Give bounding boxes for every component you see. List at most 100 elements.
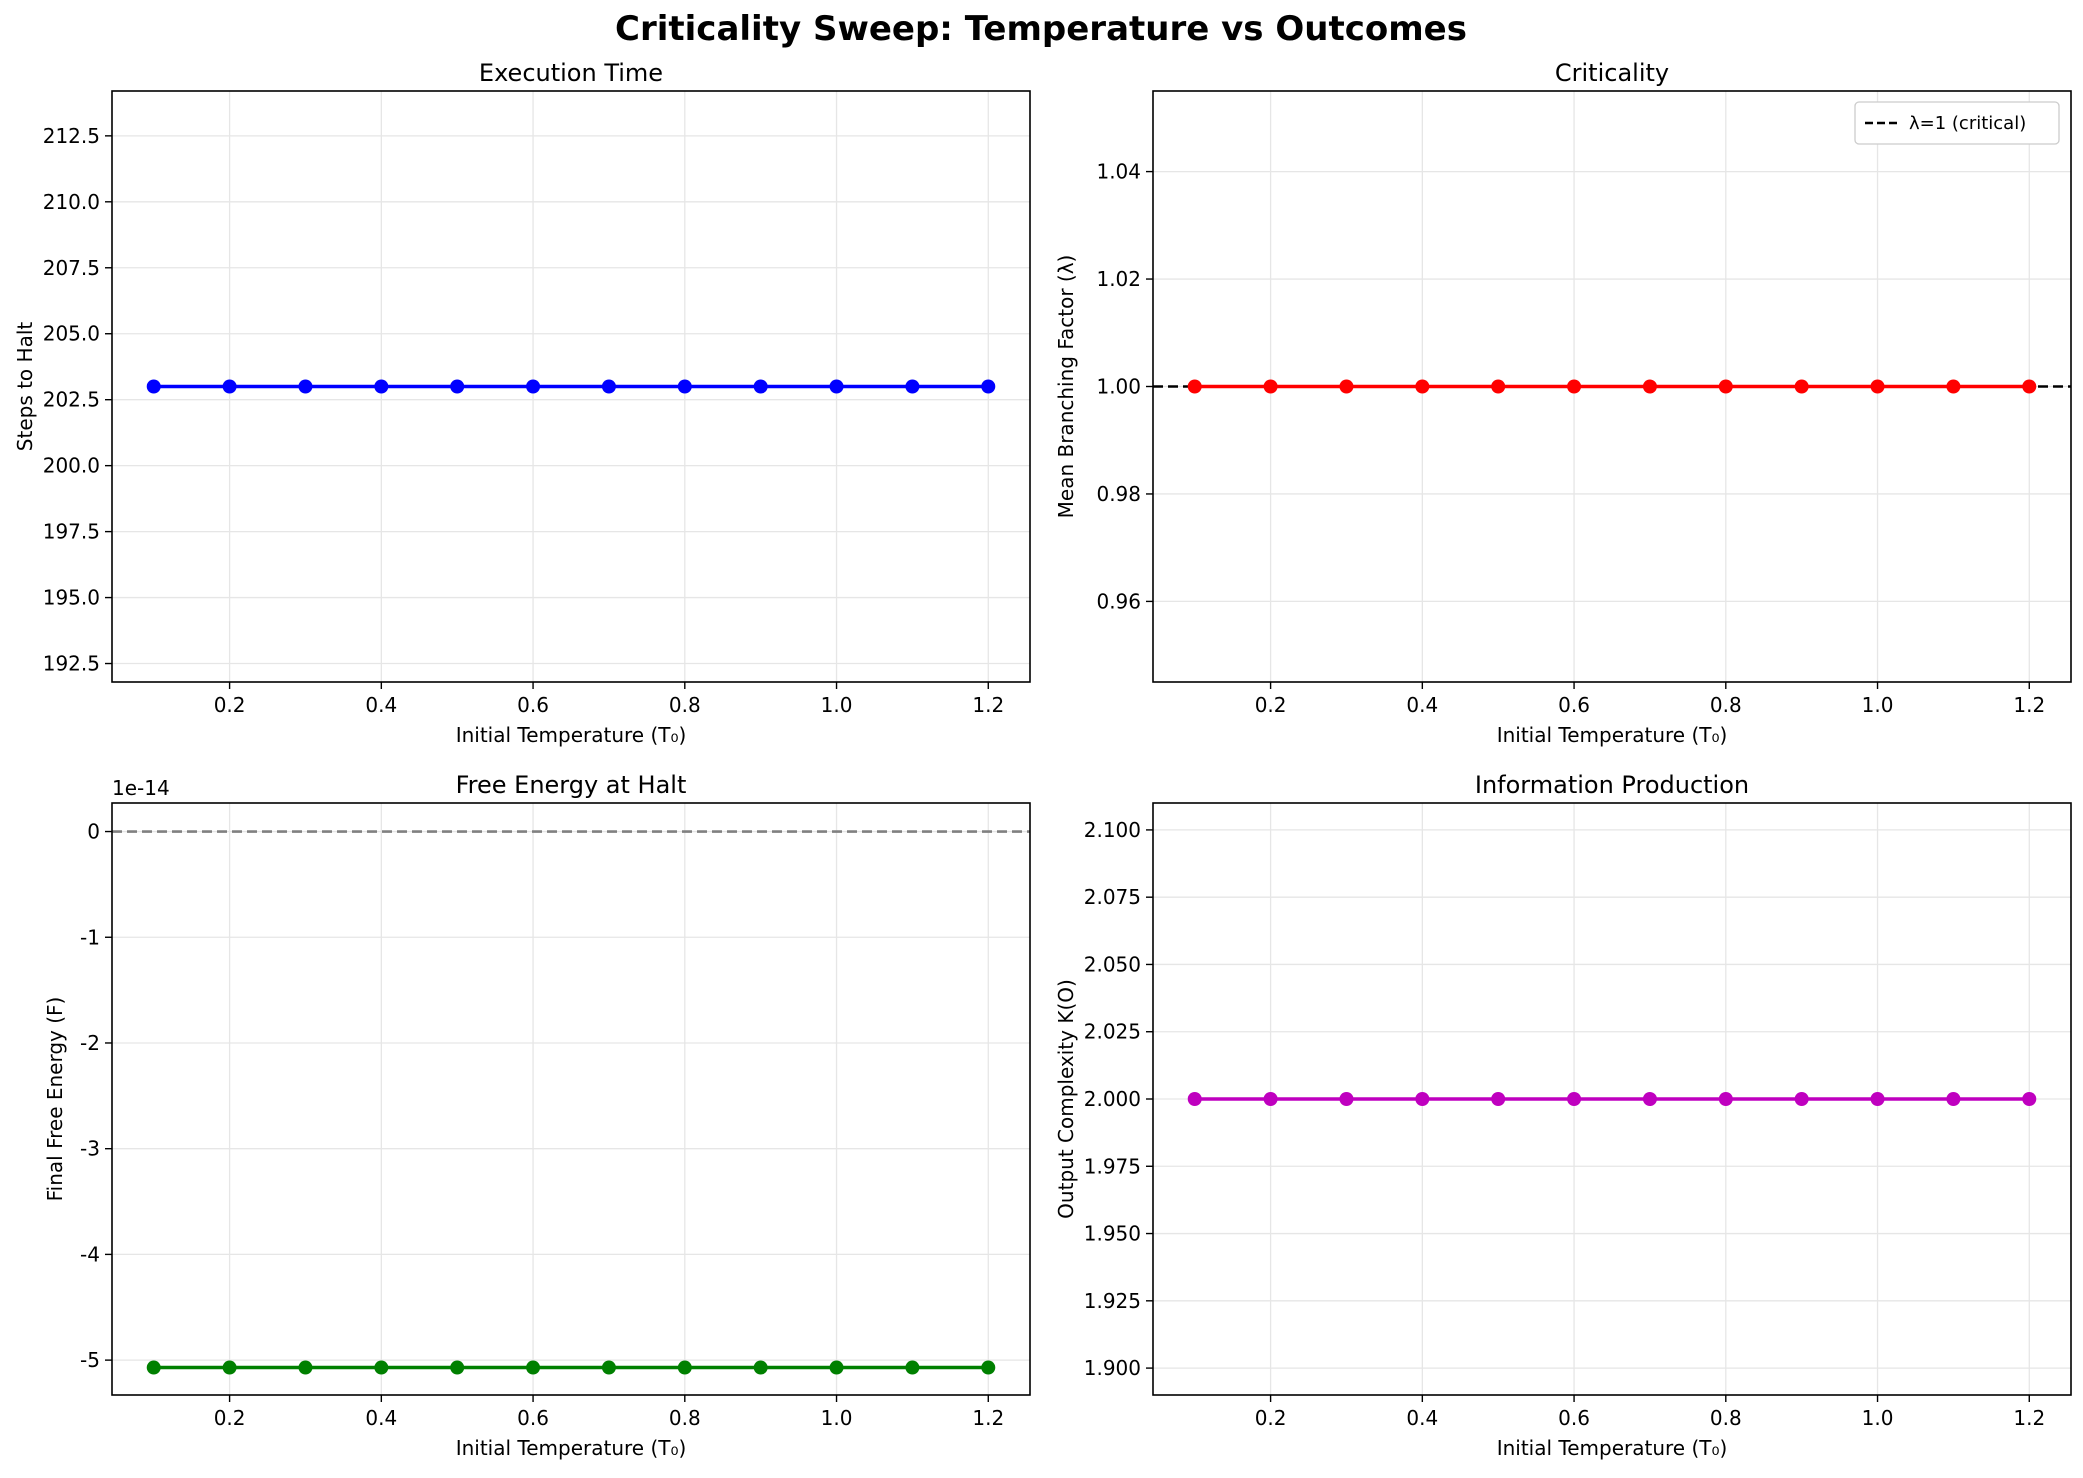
x-tick-label: 0.8 — [669, 693, 701, 717]
data-point — [1491, 379, 1506, 394]
y-axis-label: Final Free Energy (F) — [43, 997, 67, 1202]
y-tick-label: -4 — [80, 1242, 100, 1266]
data-point — [374, 379, 389, 394]
data-point — [222, 1360, 237, 1375]
data-point — [753, 379, 768, 394]
y-tick-label: 2.025 — [1084, 1020, 1141, 1044]
y-tick-label: 2.100 — [1084, 818, 1141, 842]
y-tick-label: 210.0 — [43, 190, 100, 214]
data-point — [1794, 379, 1809, 394]
data-point — [298, 379, 313, 394]
y-tick-label: 205.0 — [43, 322, 100, 346]
y-tick-label: 0 — [87, 820, 100, 844]
y-tick-label: 1.04 — [1096, 160, 1141, 184]
data-point — [1263, 379, 1278, 394]
x-tick-label: 1.0 — [1862, 1406, 1894, 1430]
x-tick-label: 0.8 — [1710, 693, 1742, 717]
x-tick-label: 0.6 — [1558, 1406, 1590, 1430]
data-point — [146, 1360, 161, 1375]
data-point — [1339, 379, 1354, 394]
data-point — [2022, 1092, 2037, 1106]
y-tick-label: 2.050 — [1084, 952, 1141, 976]
x-tick-label: 1.2 — [972, 1406, 1004, 1430]
data-point — [1718, 379, 1733, 394]
x-tick-label: 0.6 — [517, 693, 549, 717]
y-tick-label: 200.0 — [43, 454, 100, 478]
y-axis-label: Output Complexity K(O) — [1054, 979, 1078, 1219]
subplot-title: Execution Time — [479, 59, 663, 87]
data-point — [1718, 1092, 1733, 1106]
data-point — [1946, 1092, 1961, 1106]
subplot-2: 0.2 0.4 0.6 0.8 1.0 1.2 0.96 0.98 1.00 1.02 1.04 Cr… — [1054, 59, 2072, 747]
data-point — [1794, 1092, 1809, 1106]
axes-frame — [111, 802, 1031, 1396]
x-tick-label: 0.4 — [1406, 1406, 1438, 1430]
data-point — [2022, 379, 2037, 394]
x-tick-label: 1.2 — [972, 693, 1004, 717]
y-tick-label: 1.950 — [1084, 1222, 1141, 1246]
y-tick-label: 197.5 — [43, 520, 100, 544]
y-tick-label: 202.5 — [43, 388, 100, 412]
x-tick-label: 1.2 — [2013, 693, 2045, 717]
y-tick-label: 1.975 — [1084, 1154, 1141, 1178]
y-tick-label: -3 — [80, 1137, 100, 1161]
data-point — [298, 1360, 313, 1375]
subplot-4: 0.2 0.4 0.6 0.8 1.0 1.2 1.900 1.925 1.950 1.975 2.… — [1054, 771, 2072, 1460]
data-point — [601, 379, 616, 394]
x-tick-label: 1.2 — [2013, 1406, 2045, 1430]
data-point — [905, 379, 920, 394]
x-tick-label: 1.0 — [821, 1406, 853, 1430]
y-tick-label: 0.96 — [1096, 589, 1141, 613]
x-tick-label: 0.8 — [669, 1406, 701, 1430]
data-point — [981, 1360, 996, 1375]
x-tick-label: 0.4 — [365, 1406, 397, 1430]
x-axis-label: Initial Temperature (T₀) — [456, 1436, 687, 1460]
data-point — [1187, 379, 1202, 394]
x-tick-label: 0.2 — [214, 693, 246, 717]
y-tick-label: 212.5 — [43, 124, 100, 148]
x-tick-label: 1.0 — [1862, 693, 1894, 717]
data-point — [601, 1360, 616, 1375]
y-tick-label: -1 — [80, 925, 100, 949]
x-axis-label: Initial Temperature (T₀) — [1497, 1436, 1728, 1460]
y-axis-label: Mean Branching Factor (λ) — [1054, 255, 1078, 519]
data-point — [374, 1360, 389, 1375]
data-point — [1567, 1092, 1582, 1106]
data-point — [1642, 379, 1657, 394]
data-point — [905, 1360, 920, 1375]
legend-box — [1854, 101, 2060, 145]
x-tick-label: 0.2 — [1255, 693, 1287, 717]
subplot-1: 0.2 0.4 0.6 0.8 1.0 1.2 192.5 195.0 197.5 200.0 20… — [13, 59, 1031, 747]
data-point — [677, 379, 692, 394]
data-point — [450, 1360, 465, 1375]
data-point — [1946, 379, 1961, 394]
data-point — [829, 379, 844, 394]
y-tick-label: 195.0 — [43, 586, 100, 610]
y-tick-label: 1.900 — [1084, 1356, 1141, 1380]
x-tick-label: 0.6 — [1558, 693, 1590, 717]
data-point — [1491, 1092, 1506, 1106]
data-point — [677, 1360, 692, 1375]
data-point — [1567, 379, 1582, 394]
data-point — [450, 379, 465, 394]
subplot-3: 0.2 0.4 0.6 0.8 1.0 1.2 -5 -4 -3 -2 -1 0 Free Energy… — [43, 771, 1031, 1460]
data-point — [1870, 1092, 1885, 1106]
data-point — [222, 379, 237, 394]
data-point — [1642, 1092, 1657, 1106]
data-point — [1187, 1092, 1202, 1106]
subplot-title: Free Energy at Halt — [456, 771, 687, 799]
y-axis-label: Steps to Halt — [13, 322, 37, 452]
x-tick-label: 0.2 — [1255, 1406, 1287, 1430]
y-tick-label: -2 — [80, 1031, 100, 1055]
data-point — [526, 379, 541, 394]
y-tick-label: 2.075 — [1084, 885, 1141, 909]
y-tick-label: 1.00 — [1096, 375, 1141, 399]
x-tick-label: 0.4 — [365, 693, 397, 717]
x-tick-label: 0.6 — [517, 1406, 549, 1430]
x-tick-label: 0.4 — [1406, 693, 1438, 717]
y-tick-label: -5 — [80, 1348, 100, 1372]
x-tick-label: 0.8 — [1710, 1406, 1742, 1430]
x-axis-label: Initial Temperature (T₀) — [456, 723, 687, 747]
x-tick-label: 1.0 — [821, 693, 853, 717]
y-tick-label: 1.02 — [1096, 267, 1141, 291]
